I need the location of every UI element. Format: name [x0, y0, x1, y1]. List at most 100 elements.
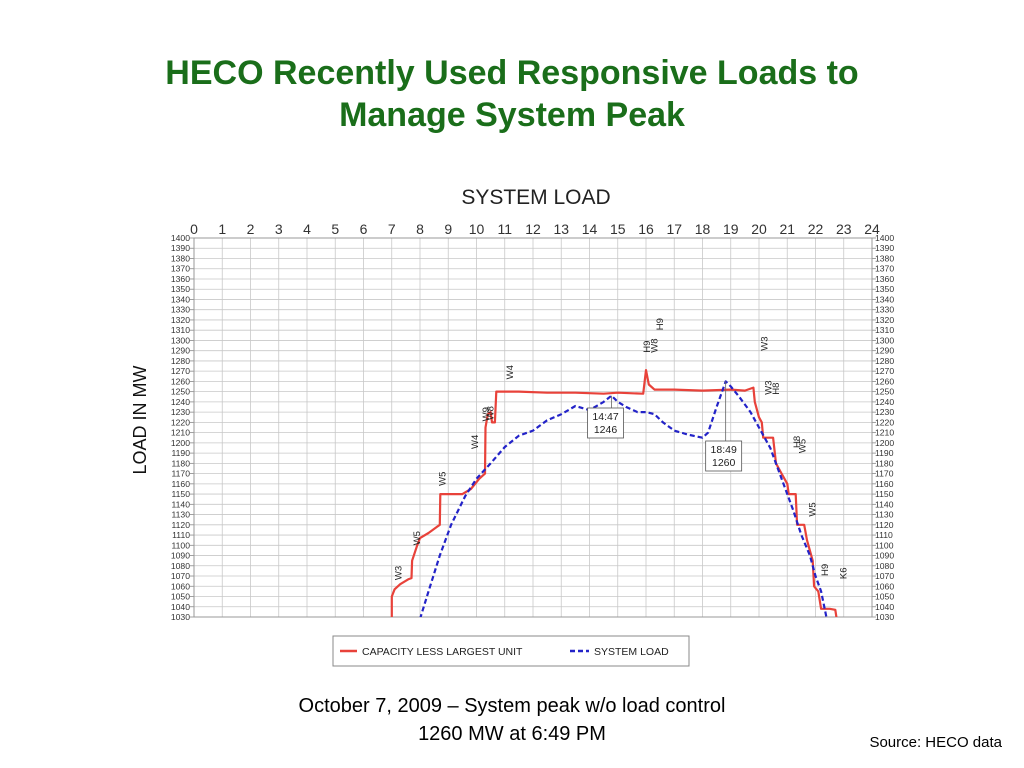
y-tick-label-right: 1230 [875, 407, 894, 417]
y-tick-label-right: 1120 [875, 520, 894, 530]
y-tick-label-right: 1290 [875, 346, 894, 356]
y-tick-label-left: 1340 [171, 294, 190, 304]
y-tick-label-left: 1230 [171, 407, 190, 417]
x-tick-label: 13 [553, 221, 569, 237]
y-tick-label-left: 1390 [171, 243, 190, 253]
event-annotation: W4 [470, 435, 481, 449]
x-tick-label: 16 [638, 221, 654, 237]
series-line-system-load [419, 380, 828, 617]
y-tick-label-left: 1080 [171, 561, 190, 571]
y-tick-label-left: 1300 [171, 335, 190, 345]
event-annotation: H9 [642, 341, 653, 353]
y-tick-label-right: 1150 [875, 489, 894, 499]
y-tick-label-right: 1070 [875, 571, 894, 581]
event-annotation: W5 [437, 472, 448, 486]
series-line-capacity [390, 369, 838, 617]
x-tick-label: 5 [331, 221, 339, 237]
y-tick-label-right: 1050 [875, 592, 894, 602]
x-tick-label: 2 [247, 221, 255, 237]
y-tick-label-right: 1360 [875, 274, 894, 284]
x-tick-label: 8 [416, 221, 424, 237]
y-tick-label-right: 1140 [875, 499, 894, 509]
x-tick-label: 24 [864, 221, 880, 237]
y-tick-label-left: 1220 [171, 417, 190, 427]
y-axis-label: LOAD IN MW [130, 365, 150, 474]
x-tick-label: 22 [808, 221, 824, 237]
y-tick-label-right: 1080 [875, 561, 894, 571]
y-tick-label-left: 1360 [171, 274, 190, 284]
slide-title-line-1: HECO Recently Used Responsive Loads to [165, 54, 859, 92]
source-note: Source: HECO data [869, 734, 1002, 751]
x-tick-label: 7 [388, 221, 396, 237]
y-tick-label-left: 1240 [171, 397, 190, 407]
y-tick-label-left: 1150 [172, 489, 191, 499]
x-tick-label: 3 [275, 221, 283, 237]
y-tick-label-right: 1300 [875, 335, 894, 345]
y-tick-label-right: 1400 [875, 233, 894, 243]
y-tick-label-right: 1100 [875, 540, 894, 550]
y-tick-label-left: 1200 [171, 438, 190, 448]
event-annotation: W3 [760, 336, 771, 350]
y-tick-label-left: 1160 [172, 479, 191, 489]
y-tick-label-left: 1210 [171, 428, 190, 438]
legend-label-system-load: SYSTEM LOAD [594, 646, 669, 658]
callout-value: 1246 [594, 424, 618, 436]
event-annotation: H9 [655, 318, 666, 330]
legend-label-capacity: CAPACITY LESS LARGEST UNIT [362, 646, 523, 658]
event-annotation: W3 [394, 566, 405, 580]
x-tick-label: 20 [751, 221, 767, 237]
y-tick-label-right: 1370 [875, 264, 894, 274]
y-tick-label-left: 1130 [172, 510, 191, 520]
x-tick-label: 1 [218, 221, 226, 237]
y-tick-label-left: 1380 [171, 253, 190, 263]
x-tick-label: 17 [666, 221, 682, 237]
y-tick-label-left: 1170 [172, 469, 191, 479]
y-tick-label-left: 1370 [171, 264, 190, 274]
y-tick-label-left: 1120 [172, 520, 191, 530]
x-tick-label: 18 [695, 221, 711, 237]
y-tick-label-left: 1110 [172, 530, 190, 540]
y-tick-label-left: 1100 [172, 540, 191, 550]
y-tick-label-left: 1260 [171, 376, 190, 386]
y-tick-label-right: 1340 [875, 294, 894, 304]
callout-box [587, 407, 624, 439]
callout-box [705, 440, 743, 472]
event-annotation: W3 [764, 380, 775, 394]
y-tick-label-left: 1040 [171, 602, 190, 612]
y-tick-label-right: 1220 [875, 417, 894, 427]
chart-legend: CAPACITY LESS LARGEST UNIT SYSTEM LOAD [332, 635, 690, 667]
callout-time: 14:47 [592, 411, 618, 423]
slide-caption: October 7, 2009 – System peak w/o load c… [200, 692, 824, 748]
y-tick-label-right: 1180 [875, 458, 894, 468]
x-tick-label: 21 [779, 221, 795, 237]
y-tick-label-left: 1320 [171, 315, 190, 325]
y-tick-label-right: 1350 [875, 284, 894, 294]
y-tick-label-left: 1070 [171, 571, 190, 581]
x-tick-label: 10 [469, 221, 485, 237]
x-tick-label: 14 [582, 221, 598, 237]
x-tick-label: 15 [610, 221, 626, 237]
event-annotation: W8 [485, 406, 496, 420]
slide-title-line-2: Manage System Peak [339, 96, 685, 134]
y-tick-label-left: 1090 [171, 551, 190, 561]
plot-border [193, 237, 873, 618]
chart-title: SYSTEM LOAD [461, 186, 610, 209]
y-tick-label-left: 1060 [171, 581, 190, 591]
event-annotation: W5 [412, 531, 423, 545]
y-tick-label-left: 1350 [171, 284, 190, 294]
y-tick-label-left: 1400 [171, 233, 190, 243]
x-tick-label: 0 [190, 221, 198, 237]
y-tick-label-left: 1310 [171, 325, 190, 335]
y-tick-label-left: 1250 [171, 387, 190, 397]
event-annotation: W8 [649, 338, 660, 352]
legend-box [332, 635, 690, 667]
series-group [390, 369, 838, 617]
y-tick-label-right: 1170 [875, 469, 894, 479]
y-tick-label-right: 1250 [875, 387, 894, 397]
caption-line-1: October 7, 2009 – System peak w/o load c… [298, 695, 726, 717]
x-tick-label: 9 [444, 221, 452, 237]
y-tick-label-left: 1280 [171, 356, 190, 366]
y-tick-label-right: 1240 [875, 397, 894, 407]
event-annotation: K6 [839, 567, 850, 579]
